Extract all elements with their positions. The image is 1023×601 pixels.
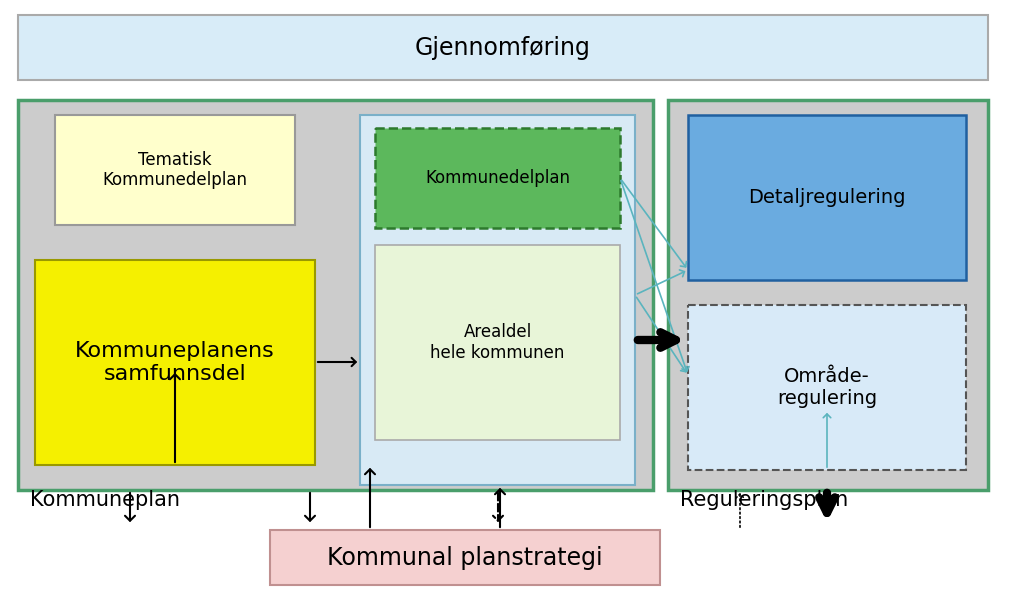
Bar — [270, 530, 660, 585]
Bar — [18, 15, 988, 80]
Text: Kommunal planstrategi: Kommunal planstrategi — [327, 546, 603, 570]
Bar — [668, 100, 988, 490]
Bar — [18, 100, 653, 490]
Bar — [375, 128, 620, 228]
Text: Kommuneplan: Kommuneplan — [30, 490, 180, 510]
Text: Kommuneplanens
samfunnsdel: Kommuneplanens samfunnsdel — [75, 341, 275, 384]
Text: Tematisk
Kommunedelplan: Tematisk Kommunedelplan — [102, 151, 248, 189]
Text: Gjennomføring: Gjennomføring — [415, 35, 591, 59]
Text: Kommunedelplan: Kommunedelplan — [425, 169, 570, 187]
Text: Reguleringsplan: Reguleringsplan — [680, 490, 848, 510]
Text: Arealdel
hele kommunen: Arealdel hele kommunen — [431, 323, 565, 362]
Bar — [35, 260, 315, 465]
Text: Område-
regulering: Område- regulering — [776, 367, 877, 408]
Text: Detaljregulering: Detaljregulering — [748, 188, 905, 207]
Text: Arealdelen: Arealdelen — [445, 133, 549, 153]
Bar — [688, 305, 966, 470]
Bar — [55, 115, 295, 225]
Bar — [688, 115, 966, 280]
Bar — [375, 245, 620, 440]
Bar — [360, 115, 635, 485]
